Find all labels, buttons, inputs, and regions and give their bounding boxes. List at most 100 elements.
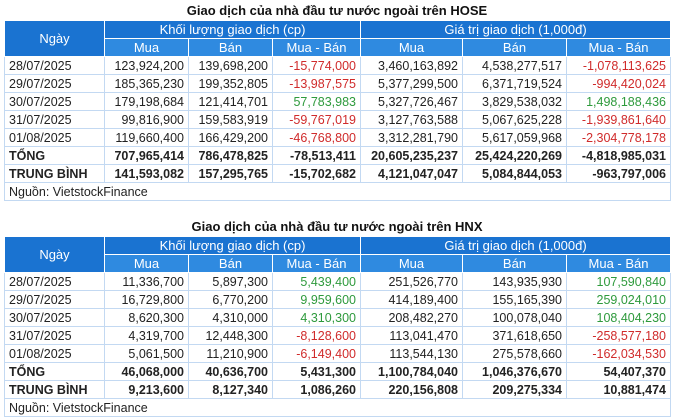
source-row: Nguồn: VietstockFinance: [3, 398, 672, 417]
cell: 123,924,200: [104, 56, 189, 75]
hose-table-block: Giao dịch của nhà đầu tư nước ngoài trên…: [3, 2, 672, 201]
cell: 40,636,700: [188, 362, 273, 381]
source-note: Nguồn: VietstockFinance: [3, 398, 672, 417]
table-row: 01/08/2025 5,061,500 11,210,900 -6,149,400 1…: [4, 344, 672, 363]
table-row: 28/07/2025 11,336,700 5,897,300 5,439,400 25…: [4, 272, 672, 291]
cell: -6,149,400: [272, 344, 361, 363]
cell: 8,127,340: [188, 380, 273, 399]
cell: 707,965,414: [104, 146, 189, 165]
cell: 46,068,000: [104, 362, 189, 381]
cell: 1,100,784,040: [360, 362, 463, 381]
row-label: 30/07/2025: [4, 92, 105, 111]
table-row: 29/07/2025 16,729,800 6,770,200 9,959,600 41…: [4, 290, 672, 309]
table-row: 31/07/2025 99,816,900 159,583,919 -59,767,0…: [4, 110, 672, 129]
cell: 121,414,701: [188, 92, 273, 111]
cell: 4,319,700: [104, 326, 189, 345]
cell: 3,829,538,032: [462, 92, 567, 111]
cell: 20,605,235,237: [360, 146, 463, 165]
cell: 199,352,805: [188, 74, 273, 93]
cell: -59,767,019: [272, 110, 361, 129]
cell: -8,128,600: [272, 326, 361, 345]
value-group-header: Giá trị giao dịch (1,000đ): [359, 20, 672, 39]
subheader-cell: Bán: [462, 38, 567, 57]
cell: 3,127,763,588: [360, 110, 463, 129]
cell: 5,067,625,228: [462, 110, 567, 129]
cell: 113,544,130: [360, 344, 463, 363]
cell: 100,078,040: [462, 308, 567, 327]
cell: 159,583,919: [188, 110, 273, 129]
cell: 57,783,983: [272, 92, 361, 111]
cell: 157,295,765: [188, 164, 273, 183]
cell: -1,939,861,640: [565, 110, 672, 129]
cell: 119,660,400: [104, 128, 189, 147]
table-row: 01/08/2025 119,660,400 166,429,200 -46,768,…: [4, 128, 672, 147]
cell: 5,061,500: [104, 344, 189, 363]
cell: 3,312,281,790: [360, 128, 463, 147]
cell: 5,377,299,500: [360, 74, 463, 93]
cell: 155,165,390: [462, 290, 567, 309]
row-label: 01/08/2025: [4, 128, 105, 147]
cell: -46,768,800: [272, 128, 361, 147]
table-row: 28/07/2025 123,924,200 139,698,200 -15,774,…: [4, 56, 672, 75]
subheader-cell: Bán: [462, 254, 567, 273]
header-row: Ngày Khối lượng giao dịch (cp) Giá trị gia…: [4, 20, 672, 57]
cell: 1,498,188,436: [565, 92, 672, 111]
cell: 414,189,400: [360, 290, 463, 309]
cell: 5,897,300: [188, 272, 273, 291]
row-label: 30/07/2025: [4, 308, 105, 327]
subheader-cell: Bán: [188, 254, 273, 273]
cell: 6,770,200: [188, 290, 273, 309]
cell: 143,935,930: [462, 272, 567, 291]
cell: 4,310,000: [188, 308, 273, 327]
cell: 275,578,660: [462, 344, 567, 363]
subheader-cell: Mua - Bán: [565, 38, 672, 57]
cell: 4,121,047,047: [360, 164, 463, 183]
subheader-cell: Mua: [104, 254, 189, 273]
subheader-cell: Mua - Bán: [272, 38, 361, 57]
date-header: Ngày: [4, 20, 105, 57]
cell: -4,818,985,031: [565, 146, 672, 165]
subheader-cell: Mua - Bán: [565, 254, 672, 273]
value-group-header: Giá trị giao dịch (1,000đ): [359, 236, 672, 255]
cell: 99,816,900: [104, 110, 189, 129]
cell: -258,577,180: [565, 326, 672, 345]
cell: 4,538,277,517: [462, 56, 567, 75]
cell: 9,959,600: [272, 290, 361, 309]
subheader-cell: Mua - Bán: [272, 254, 361, 273]
source-row: Nguồn: VietstockFinance: [3, 182, 672, 201]
row-label: 31/07/2025: [4, 110, 105, 129]
row-label: TỔNG: [4, 362, 105, 381]
cell: 11,336,700: [104, 272, 189, 291]
cell: 179,198,684: [104, 92, 189, 111]
total-row: TỔNG 46,068,000 40,636,700 5,431,300 1,100,7…: [4, 362, 672, 381]
cell: 251,526,770: [360, 272, 463, 291]
average-row: TRUNG BÌNH 141,593,082 157,295,765 -15,702,…: [4, 164, 672, 183]
cell: 220,156,808: [360, 380, 463, 399]
cell: 1,086,260: [272, 380, 361, 399]
cell: 166,429,200: [188, 128, 273, 147]
cell: 1,046,376,670: [462, 362, 567, 381]
row-label: 01/08/2025: [4, 344, 105, 363]
subheader-cell: Mua: [360, 254, 463, 273]
table-row: 29/07/2025 185,365,230 199,352,805 -13,987,…: [4, 74, 672, 93]
cell: 3,460,163,892: [360, 56, 463, 75]
cell: 25,424,220,269: [462, 146, 567, 165]
cell: 10,881,474: [565, 380, 672, 399]
cell: -13,987,575: [272, 74, 361, 93]
header-row: Ngày Khối lượng giao dịch (cp) Giá trị gia…: [4, 236, 672, 273]
cell: 6,371,719,524: [462, 74, 567, 93]
cell: 786,478,825: [188, 146, 273, 165]
average-row: TRUNG BÌNH 9,213,600 8,127,340 1,086,260 220…: [4, 380, 672, 399]
row-label: TRUNG BÌNH: [4, 380, 105, 399]
volume-group-header: Khối lượng giao dịch (cp): [104, 236, 361, 255]
volume-group-header: Khối lượng giao dịch (cp): [104, 20, 361, 39]
subheader-cell: Bán: [188, 38, 273, 57]
table-title: Giao dịch của nhà đầu tư nước ngoài trên…: [186, 3, 488, 18]
subheader-cell: Mua: [360, 38, 463, 57]
cell: 5,327,726,467: [360, 92, 463, 111]
cell: 5,084,844,053: [462, 164, 567, 183]
cell: 5,431,300: [272, 362, 361, 381]
cell: 4,310,300: [272, 308, 361, 327]
cell: 371,618,650: [462, 326, 567, 345]
cell: -994,420,024: [565, 74, 672, 93]
